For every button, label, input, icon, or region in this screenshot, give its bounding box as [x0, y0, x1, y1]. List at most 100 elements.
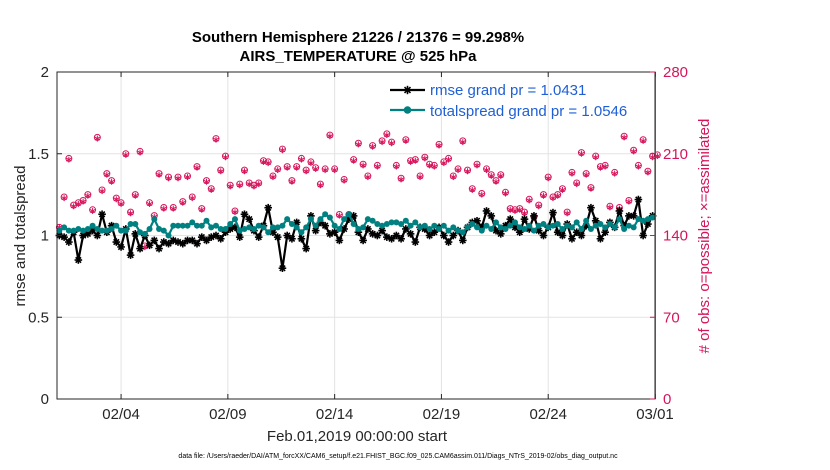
totalspread-point	[440, 222, 447, 229]
obs-assimilated-point	[412, 157, 419, 164]
rmse-point	[440, 231, 448, 240]
legend-rmse-label: rmse grand pr = 1.0431	[430, 82, 586, 99]
totalspread-point	[84, 225, 91, 232]
y-axis-label: rmse and totalspread	[12, 166, 29, 307]
rmse-point	[406, 230, 415, 238]
totalspread-point	[75, 225, 82, 232]
obs-count-markers	[55, 130, 661, 251]
totalspread-point	[611, 224, 618, 231]
totalspread-point	[175, 222, 182, 229]
rmse-point	[387, 234, 396, 243]
rmse-point	[212, 231, 220, 240]
rmse-point	[359, 236, 367, 245]
totalspread-point	[146, 225, 153, 232]
totalspread-point	[502, 225, 509, 232]
totalspread-point	[459, 229, 466, 236]
obs-assimilated-point	[94, 135, 101, 142]
obs-assimilated-point	[379, 139, 385, 146]
totalspread-point	[217, 225, 224, 232]
rmse-point	[188, 236, 197, 245]
obs-assimilated-point	[350, 157, 357, 164]
rmse-point	[629, 212, 638, 220]
totalspread-point	[445, 227, 452, 234]
totalspread-point	[417, 224, 424, 231]
obs-assimilated-point	[592, 154, 599, 161]
totalspread-point	[293, 224, 300, 231]
rmse-point	[178, 239, 187, 248]
rmse-point	[235, 233, 244, 241]
obs-assimilated-point	[103, 171, 110, 178]
obs-assimilated-point	[502, 190, 509, 197]
grid	[57, 72, 655, 399]
obs-assimilated-point	[426, 162, 433, 169]
obs-assimilated-point	[421, 155, 428, 162]
totalspread-point	[635, 216, 642, 223]
obs-assimilated-point	[436, 142, 442, 149]
totalspread-point	[393, 219, 400, 226]
totalspread-point	[578, 225, 585, 232]
totalspread-point	[355, 225, 362, 232]
rmse-point	[539, 231, 548, 240]
totalspread-point	[436, 225, 443, 232]
obs-assimilated-point	[516, 206, 523, 213]
totalspread-point	[165, 232, 172, 239]
obs-assimilated-point	[521, 210, 528, 217]
obs-assimilated-point	[550, 195, 556, 202]
totalspread-point	[345, 211, 352, 218]
totalspread-point	[407, 222, 414, 229]
rmse-point	[117, 243, 125, 251]
totalspread-point	[298, 229, 305, 236]
obs-assimilated-point	[232, 209, 238, 216]
obs-assimilated-point	[198, 206, 205, 213]
x-tick-label: 03/01	[636, 406, 674, 423]
obs-assimilated-point	[236, 182, 243, 189]
totalspread-point	[455, 227, 462, 234]
obs-assimilated-point	[450, 174, 457, 181]
totalspread-point	[160, 227, 167, 234]
rmse-point	[558, 231, 567, 240]
rmse-point	[473, 216, 481, 225]
totalspread-point	[255, 222, 262, 229]
legend-totalspread-label: totalspread grand pr = 1.0546	[430, 103, 627, 120]
x-tick-label: 02/24	[529, 406, 567, 423]
legend-rmse-star	[403, 85, 412, 95]
legend-totalspread-marker	[403, 106, 412, 114]
totalspread-point	[507, 222, 514, 229]
obs-assimilated-point	[583, 171, 590, 178]
obs-assimilated-point	[89, 207, 96, 214]
totalspread-point	[284, 216, 291, 223]
obs-assimilated-point	[108, 178, 115, 185]
totalspread-point	[474, 224, 481, 231]
totalspread-point	[141, 230, 148, 237]
obs-assimilated-point	[398, 176, 404, 183]
obs-assimilated-point	[626, 198, 632, 205]
obs-assimilated-point	[70, 203, 77, 210]
obs-assimilated-point	[635, 163, 642, 170]
x-axis: 02/04 02/09 02/14 02/19 02/24 03/01	[102, 72, 674, 423]
totalspread-point	[493, 219, 500, 226]
totalspread-point	[426, 225, 433, 232]
y-right-tick-label: 140	[663, 228, 688, 245]
totalspread-point	[227, 221, 234, 228]
totalspread-point	[236, 227, 243, 234]
rmse-point	[577, 231, 586, 240]
totalspread-point	[587, 225, 594, 232]
y-right-tick-label: 0	[663, 391, 671, 408]
obs-assimilated-point	[251, 183, 257, 190]
totalspread-point	[288, 221, 295, 228]
totalspread-point	[592, 222, 599, 229]
rmse-point	[202, 236, 211, 245]
totalspread-point	[194, 222, 201, 229]
obs-assimilated-point	[393, 163, 400, 170]
obs-assimilated-point	[61, 195, 67, 202]
obs-assimilated-point	[303, 168, 310, 175]
totalspread-point	[65, 227, 72, 234]
obs-assimilated-point	[526, 197, 533, 204]
totalspread-point	[412, 219, 419, 226]
rmse-point	[193, 239, 201, 248]
obs-assimilated-point	[113, 196, 120, 203]
totalspread-point	[597, 221, 604, 228]
totalspread-point	[265, 229, 272, 236]
series-layer	[55, 130, 661, 272]
